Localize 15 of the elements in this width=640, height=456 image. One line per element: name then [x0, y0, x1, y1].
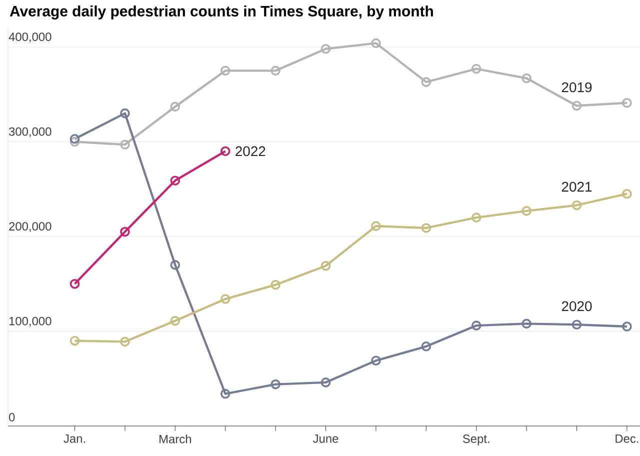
x-tick-label: June: [312, 434, 338, 443]
y-tick-label: 0: [8, 413, 15, 422]
y-tick-label: 400,000: [8, 32, 52, 42]
x-tick-label: Dec.: [616, 434, 638, 443]
x-tick-label: March: [160, 434, 191, 444]
series-label: 2019: [562, 82, 592, 92]
y-tick-label: 300,000: [8, 127, 52, 138]
x-tick-label: Sept.: [462, 434, 490, 446]
chart-title: Average daily pedestrian counts in Times Square, by month: [10, 6, 433, 20]
series-label: 2021: [562, 182, 592, 192]
y-tick-label: 200,000: [9, 222, 52, 232]
y-tick-label: 100,000: [9, 316, 52, 327]
x-tick-label: Jan.: [64, 434, 85, 443]
series-label: 2022: [236, 146, 266, 156]
series-label: 2020: [562, 301, 592, 312]
